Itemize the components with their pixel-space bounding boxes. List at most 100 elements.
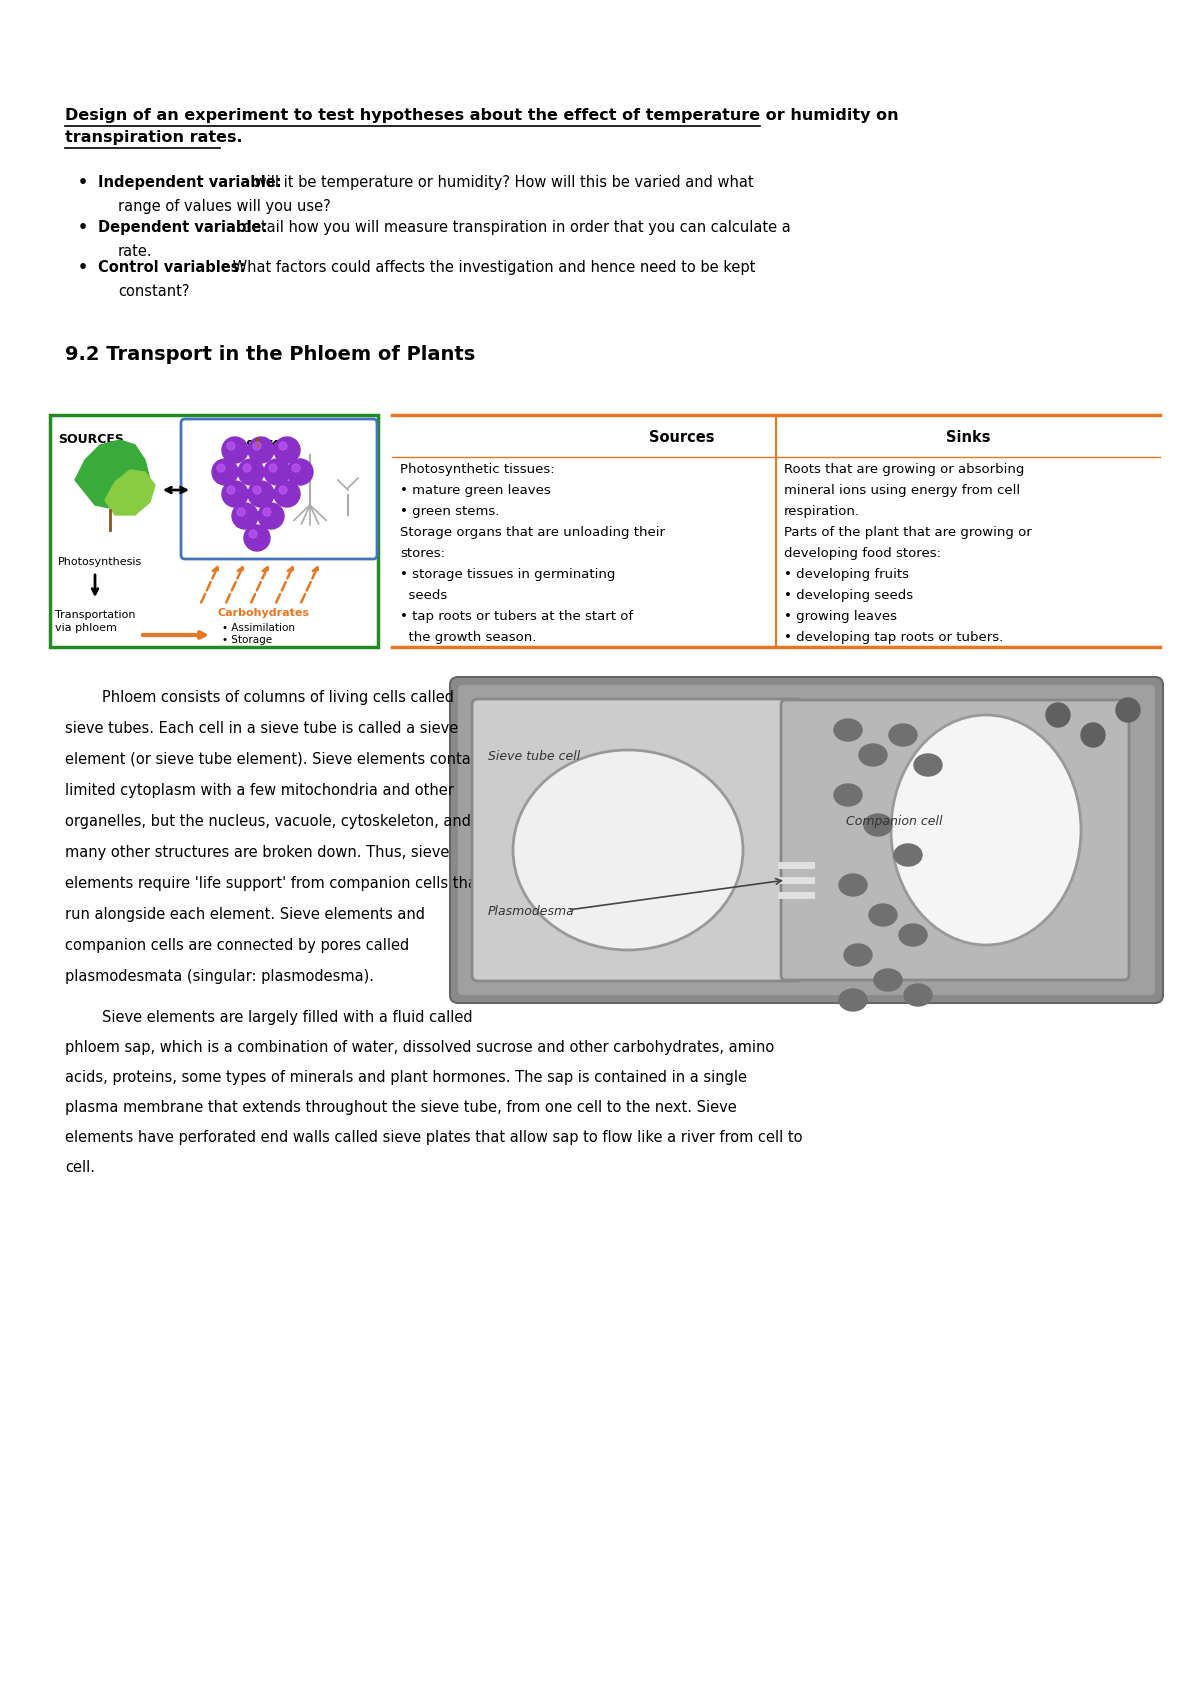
Circle shape [222,438,248,463]
Text: Storage organs that are unloading their: Storage organs that are unloading their [400,526,665,540]
Circle shape [274,438,300,463]
Circle shape [269,463,277,472]
Text: 9.2 Transport in the Phloem of Plants: 9.2 Transport in the Phloem of Plants [65,344,475,363]
Circle shape [292,463,300,472]
Ellipse shape [839,874,866,896]
Text: transpiration rates.: transpiration rates. [65,131,242,144]
Text: •: • [78,221,88,234]
FancyBboxPatch shape [450,677,1163,1003]
Text: • storage tissues in germinating: • storage tissues in germinating [400,568,616,580]
Text: rate.: rate. [118,244,152,260]
Text: Carbohydrates: Carbohydrates [218,608,310,618]
Text: What factors could affects the investigation and hence need to be kept: What factors could affects the investiga… [228,260,755,275]
Circle shape [253,485,262,494]
Polygon shape [74,440,150,511]
Text: Roots that are growing or absorbing: Roots that are growing or absorbing [784,463,1025,475]
Text: Sources: Sources [649,429,715,445]
Circle shape [253,441,262,450]
Circle shape [250,529,257,538]
Circle shape [1046,703,1070,726]
Ellipse shape [869,905,898,927]
Text: cell.: cell. [65,1161,95,1174]
Text: elements have perforated end walls called sieve plates that allow sap to flow li: elements have perforated end walls calle… [65,1130,803,1145]
Text: • growing leaves: • growing leaves [784,609,898,623]
Text: Transportation
via phloem: Transportation via phloem [55,609,136,633]
Text: companion cells are connected by pores called: companion cells are connected by pores c… [65,938,409,954]
Text: Phloem consists of columns of living cells called: Phloem consists of columns of living cel… [65,691,454,704]
Text: developing food stores:: developing food stores: [784,546,941,560]
Ellipse shape [864,815,892,837]
Ellipse shape [899,923,928,945]
Text: respiration.: respiration. [784,506,860,518]
Circle shape [238,507,245,516]
Text: run alongside each element. Sieve elements and: run alongside each element. Sieve elemen… [65,906,425,921]
Circle shape [287,458,313,485]
Ellipse shape [904,984,932,1006]
Text: stores:: stores: [400,546,445,560]
Text: • Assimilation: • Assimilation [222,623,295,633]
Ellipse shape [894,843,922,865]
FancyBboxPatch shape [181,419,377,558]
Text: SINKS: SINKS [245,440,288,451]
Circle shape [238,458,264,485]
Text: seeds: seeds [400,589,448,602]
Text: Design of an experiment to test hypotheses about the effect of temperature or hu: Design of an experiment to test hypothes… [65,109,899,122]
Circle shape [264,458,290,485]
Text: Companion cell: Companion cell [846,815,942,828]
Text: detail how you will measure transpiration in order that you can calculate a: detail how you will measure transpiratio… [238,221,791,234]
Circle shape [248,438,274,463]
Text: Photosynthetic tissues:: Photosynthetic tissues: [400,463,554,475]
Polygon shape [106,470,155,514]
Circle shape [242,463,251,472]
Ellipse shape [839,989,866,1011]
Circle shape [232,502,258,529]
Text: will it be temperature or humidity? How will this be varied and what: will it be temperature or humidity? How … [250,175,754,190]
Text: • developing tap roots or tubers.: • developing tap roots or tubers. [784,631,1003,643]
Text: • Storage: • Storage [222,635,272,645]
Text: Sieve elements are largely filled with a fluid called: Sieve elements are largely filled with a… [65,1010,473,1025]
Circle shape [258,502,284,529]
Text: SOURCES: SOURCES [58,433,124,446]
FancyBboxPatch shape [458,686,1154,994]
Circle shape [278,485,287,494]
FancyBboxPatch shape [781,699,1129,979]
Ellipse shape [844,944,872,966]
Text: Dependent variable:: Dependent variable: [98,221,268,234]
Circle shape [1081,723,1105,747]
FancyBboxPatch shape [472,699,802,981]
Text: • tap roots or tubers at the start of: • tap roots or tubers at the start of [400,609,634,623]
Circle shape [244,524,270,552]
Text: Parts of the plant that are growing or: Parts of the plant that are growing or [784,526,1032,540]
Ellipse shape [834,784,862,806]
Text: • developing fruits: • developing fruits [784,568,910,580]
Text: •: • [78,260,88,275]
Circle shape [274,480,300,507]
Text: mineral ions using energy from cell: mineral ions using energy from cell [784,484,1020,497]
Text: Control variables:: Control variables: [98,260,245,275]
Circle shape [278,441,287,450]
Circle shape [217,463,226,472]
Text: Sinks: Sinks [946,429,990,445]
Text: the growth season.: the growth season. [400,631,536,643]
Text: plasmodesmata (singular: plasmodesma).: plasmodesmata (singular: plasmodesma). [65,969,374,984]
Text: limited cytoplasm with a few mitochondria and other: limited cytoplasm with a few mitochondri… [65,782,454,798]
Text: range of values will you use?: range of values will you use? [118,199,331,214]
Circle shape [227,441,235,450]
Text: •: • [78,175,88,190]
Ellipse shape [890,714,1081,945]
Bar [50,416,378,647]
Text: • mature green leaves: • mature green leaves [400,484,551,497]
Ellipse shape [859,743,887,765]
Text: many other structures are broken down. Thus, sieve: many other structures are broken down. T… [65,845,449,860]
Text: plasma membrane that extends throughout the sieve tube, from one cell to the nex: plasma membrane that extends throughout … [65,1100,737,1115]
Text: constant?: constant? [118,283,190,299]
Circle shape [222,480,248,507]
Text: • green stems.: • green stems. [400,506,499,518]
Text: phloem sap, which is a combination of water, dissolved sucrose and other carbohy: phloem sap, which is a combination of wa… [65,1040,774,1056]
Text: Sieve tube cell: Sieve tube cell [488,750,581,764]
Text: organelles, but the nucleus, vacuole, cytoskeleton, and: organelles, but the nucleus, vacuole, cy… [65,815,470,830]
Circle shape [1116,697,1140,721]
Text: sieve tubes. Each cell in a sieve tube is called a sieve: sieve tubes. Each cell in a sieve tube i… [65,721,458,736]
Text: Independent variable:: Independent variable: [98,175,282,190]
Text: Photosynthesis: Photosynthesis [58,557,143,567]
